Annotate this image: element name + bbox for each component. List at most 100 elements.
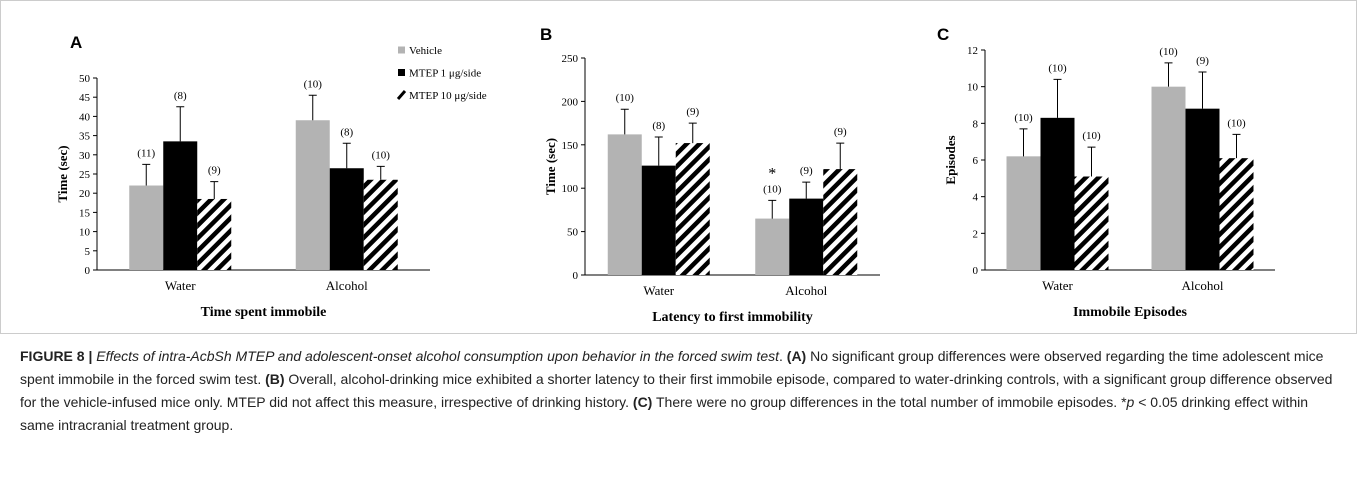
bar: [675, 143, 710, 275]
bar: [1185, 108, 1220, 271]
y-axis-label: Time (sec): [543, 138, 558, 195]
bar: [363, 179, 398, 270]
n-label: (8): [174, 90, 187, 102]
n-label: (10): [1227, 117, 1246, 129]
y-tick-label: 25: [79, 169, 91, 181]
panel-label: C: [937, 25, 949, 44]
caption-run: No significant group differences were ob…: [20, 348, 1324, 387]
caption-run: (B): [265, 371, 285, 387]
error-bar: [654, 136, 663, 166]
y-tick-label: 40: [79, 111, 91, 123]
y-tick-label: 35: [79, 131, 91, 143]
panel-label: A: [70, 33, 82, 52]
error-bar: [688, 122, 697, 144]
bar: [823, 169, 858, 275]
n-label: (10): [304, 78, 323, 90]
caption-run: FIGURE 8 |: [20, 348, 97, 364]
error-bar: [1164, 62, 1173, 87]
n-label: (9): [1196, 55, 1209, 67]
n-label: (9): [208, 165, 221, 177]
bar: [1006, 156, 1041, 270]
n-label: (10): [1159, 46, 1178, 58]
n-label: (9): [686, 106, 699, 118]
x-tick-label: Alcohol: [785, 283, 827, 298]
x-axis-title: Time spent immobile: [201, 305, 327, 320]
legend-label: Vehicle: [409, 45, 442, 57]
error-bar: [210, 181, 219, 199]
error-bar: [620, 108, 629, 135]
bar: [789, 198, 824, 275]
y-tick-label: 10: [967, 82, 979, 94]
bar: [197, 198, 232, 270]
n-label: (10): [763, 183, 782, 195]
y-tick-label: 200: [562, 96, 579, 108]
y-tick-label: 30: [79, 150, 91, 162]
y-tick-label: 250: [562, 53, 579, 65]
n-label: (9): [800, 165, 813, 177]
y-tick-label: 15: [79, 207, 91, 219]
x-tick-label: Water: [1042, 278, 1073, 293]
caption-run: Overall, alcohol-drinking mice exhibited…: [20, 371, 1333, 410]
x-axis-title: Immobile Episodes: [1073, 305, 1188, 320]
bar: [1219, 158, 1254, 270]
n-label: (8): [652, 120, 665, 132]
y-tick-label: 50: [567, 227, 579, 239]
error-bar: [342, 142, 351, 169]
y-tick-label: 20: [79, 188, 91, 200]
n-label: (8): [340, 126, 353, 138]
legend-label: MTEP 1 μg/side: [409, 68, 481, 80]
y-tick-label: 2: [973, 228, 979, 240]
y-tick-label: 0: [973, 265, 979, 277]
y-tick-label: 150: [562, 140, 579, 152]
caption-run: .: [779, 348, 787, 364]
error-bar: [1019, 128, 1028, 157]
error-bar: [1087, 146, 1096, 177]
panel-label: B: [540, 25, 552, 44]
bar: [295, 120, 330, 271]
n-label: (11): [137, 147, 155, 159]
significance-marker: *: [768, 165, 776, 182]
y-tick-label: 10: [79, 227, 91, 239]
error-bar: [802, 181, 811, 199]
caption: FIGURE 8 | Effects of intra-AcbSh MTEP a…: [20, 345, 1340, 437]
n-label: (9): [834, 126, 847, 138]
bar: [1040, 117, 1075, 270]
y-tick-label: 12: [967, 45, 978, 57]
error-bar: [1198, 71, 1207, 109]
y-tick-label: 0: [85, 265, 91, 277]
caption-run: (A): [786, 348, 807, 364]
bar: [755, 218, 790, 275]
error-bar: [768, 199, 777, 219]
x-tick-label: Water: [165, 278, 196, 293]
error-bar: [1232, 133, 1241, 159]
n-label: (10): [1014, 112, 1033, 124]
bar: [129, 185, 164, 270]
error-bar: [176, 106, 185, 142]
n-label: (10): [616, 92, 635, 104]
y-tick-label: 50: [79, 73, 91, 85]
y-tick-label: 5: [85, 246, 91, 258]
y-tick-label: 100: [562, 183, 579, 195]
error-bar: [376, 165, 385, 180]
caption-run: < 0.05 drinking effect within same intra…: [20, 394, 1309, 433]
x-tick-label: Alcohol: [1182, 278, 1224, 293]
n-label: (10): [372, 149, 391, 161]
n-label: (10): [1048, 62, 1067, 74]
error-bar: [142, 163, 151, 186]
bar: [163, 141, 198, 270]
n-label: (10): [1082, 130, 1101, 142]
error-bar: [1053, 78, 1062, 118]
y-tick-label: 45: [79, 92, 91, 104]
bar: [607, 134, 642, 275]
legend-swatch: [398, 46, 405, 54]
caption-run: There were no group differences in the t…: [652, 394, 1127, 410]
caption-run: (C): [632, 394, 653, 410]
bar: [1074, 176, 1109, 270]
caption-run: Effects of intra-AcbSh MTEP and adolesce…: [96, 348, 779, 364]
y-tick-label: 0: [573, 270, 579, 282]
error-bar: [308, 94, 317, 121]
x-tick-label: Alcohol: [326, 278, 368, 293]
bar: [641, 165, 676, 275]
y-tick-label: 4: [973, 192, 979, 204]
